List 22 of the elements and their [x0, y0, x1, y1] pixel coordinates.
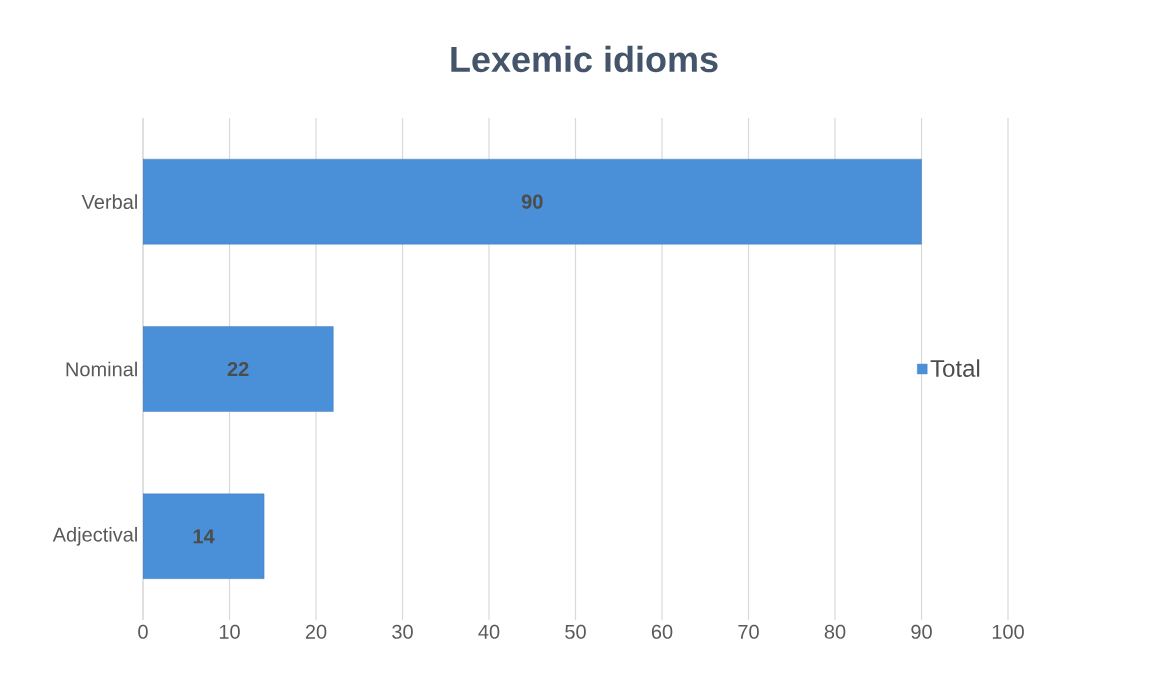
data-label: 22: [227, 362, 249, 376]
y-tick-label: Adjectival: [52, 527, 137, 546]
x-tick-label: 0: [138, 624, 148, 639]
x-tick-label: 70: [738, 624, 759, 639]
y-tick-label: Nominal: [66, 361, 137, 377]
x-tick-label: 30: [392, 624, 413, 639]
data-label: 90: [521, 194, 543, 209]
bar: [143, 493, 265, 580]
x-tick-label: 20: [305, 624, 327, 639]
data-label: 14: [193, 529, 215, 544]
bar: [143, 326, 334, 412]
x-tick-label: 100: [992, 624, 1024, 639]
x-tick-label: 40: [478, 624, 500, 639]
x-tick-label: 10: [219, 624, 240, 639]
legend-label: Total: [930, 359, 980, 377]
x-tick-label: 80: [824, 624, 846, 639]
chart-title: Lexemic idioms: [451, 45, 718, 73]
bar: [143, 158, 922, 245]
x-tick-label: 90: [911, 624, 932, 639]
x-tick-label: 50: [565, 624, 586, 639]
x-tick-label: 60: [651, 624, 673, 639]
y-tick-label: Verbal: [81, 194, 137, 210]
